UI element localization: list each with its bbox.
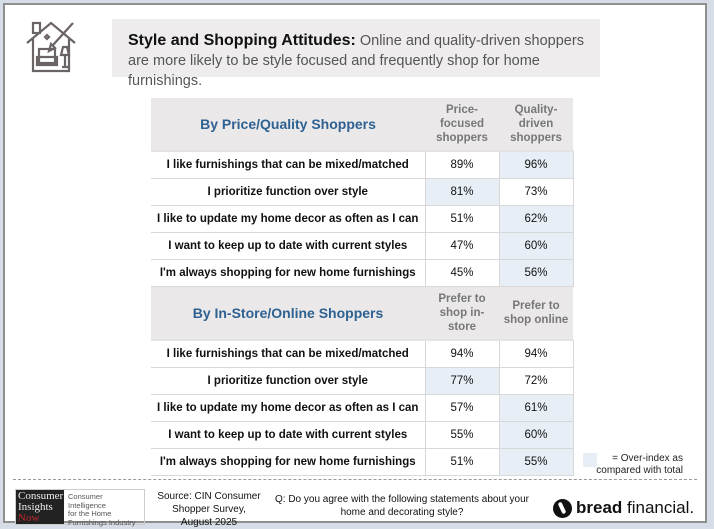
- cin-tagline-line: Consumer Intelligence: [68, 492, 106, 510]
- table-row: I'm always shopping for new home furnish…: [151, 259, 574, 287]
- cin-logo-tagline: Consumer Intelligence for the Home Furni…: [64, 490, 144, 526]
- table-row: I want to keep up to date with current s…: [151, 421, 574, 449]
- section-label: By Price/Quality Shoppers: [151, 98, 425, 151]
- table-row: I like to update my home decor as often …: [151, 394, 574, 422]
- value-cell-highlighted: 62%: [498, 205, 574, 233]
- cin-logo: Consumer Insights Now Consumer Intellige…: [15, 489, 145, 526]
- value-cell: 47%: [424, 232, 500, 260]
- row-label: I want to keep up to date with current s…: [151, 421, 426, 449]
- value-cell: 89%: [424, 150, 500, 179]
- value-cell: 55%: [424, 421, 500, 449]
- section-label: By In-Store/Online Shoppers: [151, 287, 425, 340]
- brand-name-rest: financial.: [622, 498, 695, 517]
- title-banner: Style and Shopping Attitudes: Online and…: [112, 19, 600, 89]
- table-row: I prioritize function over style 81% 73%: [151, 178, 574, 206]
- column-header: Quality-driven shoppers: [499, 98, 573, 151]
- instore-online-table: By In-Store/Online Shoppers Prefer to sh…: [151, 287, 574, 476]
- value-cell: 94%: [498, 339, 574, 368]
- value-cell: 51%: [424, 205, 500, 233]
- table-row: I like furnishings that can be mixed/mat…: [151, 150, 574, 179]
- row-label: I'm always shopping for new home furnish…: [151, 259, 426, 287]
- value-cell-highlighted: 60%: [498, 232, 574, 260]
- legend-text: = Over-index as compared with total: [596, 453, 683, 476]
- survey-question: Q: Do you agree with the following state…: [274, 494, 530, 518]
- cin-logo-line: Insights: [18, 501, 53, 513]
- value-cell: 45%: [424, 259, 500, 287]
- value-cell: 72%: [498, 367, 574, 395]
- row-label: I'm always shopping for new home furnish…: [151, 448, 426, 476]
- row-label: I like to update my home decor as often …: [151, 205, 426, 233]
- legend-swatch: [583, 453, 597, 467]
- table-row: I like to update my home decor as often …: [151, 205, 574, 233]
- footer-divider: [13, 479, 697, 480]
- value-cell: 73%: [498, 178, 574, 206]
- value-cell-highlighted: 60%: [498, 421, 574, 449]
- value-cell: 94%: [424, 339, 500, 368]
- value-cell-highlighted: 81%: [424, 178, 500, 206]
- house-decor-icon: [26, 21, 76, 73]
- source-note: Source: CIN Consumer Shopper Survey, Aug…: [157, 491, 261, 528]
- row-label: I like furnishings that can be mixed/mat…: [151, 150, 426, 179]
- title-subtext: Online and quality-driven shoppers are m…: [128, 33, 584, 89]
- value-cell-highlighted: 61%: [498, 394, 574, 422]
- table-row: I like furnishings that can be mixed/mat…: [151, 339, 574, 368]
- value-cell-highlighted: 56%: [498, 259, 574, 287]
- value-cell-highlighted: 77%: [424, 367, 500, 395]
- price-quality-table: By Price/Quality Shoppers Price-focused …: [151, 98, 574, 287]
- column-header: Price-focused shoppers: [425, 98, 499, 151]
- brand-name-bold: bread: [576, 498, 623, 517]
- value-cell: 51%: [424, 448, 500, 476]
- table-header-row: By Price/Quality Shoppers Price-focused …: [151, 98, 573, 151]
- cin-tagline-line: Furnishings Industry: [68, 517, 136, 527]
- value-cell-highlighted: 96%: [498, 150, 574, 179]
- row-label: I want to keep up to date with current s…: [151, 232, 426, 260]
- table-row: I'm always shopping for new home furnish…: [151, 448, 574, 476]
- slide-frame: Style and Shopping Attitudes: Online and…: [3, 3, 707, 528]
- title-heading: Style and Shopping Attitudes:: [128, 32, 356, 49]
- bread-logo-icon: [553, 498, 572, 518]
- bread-financial-logo: bread financial.: [553, 498, 694, 518]
- cin-logo-line: Consumer: [18, 490, 64, 502]
- row-label: I prioritize function over style: [151, 367, 426, 395]
- cin-tagline-line: for the Home: [68, 509, 112, 518]
- table-row: I want to keep up to date with current s…: [151, 232, 574, 260]
- row-label: I like to update my home decor as often …: [151, 394, 426, 422]
- column-header: Prefer to shop in-store: [425, 287, 499, 340]
- row-label: I prioritize function over style: [151, 178, 426, 206]
- cin-logo-mark: Consumer Insights Now: [16, 490, 64, 524]
- column-header: Prefer to shop online: [499, 287, 573, 340]
- value-cell-highlighted: 55%: [498, 448, 574, 476]
- table-header-row: By In-Store/Online Shoppers Prefer to sh…: [151, 287, 573, 340]
- table-row: I prioritize function over style 77% 72%: [151, 367, 574, 395]
- value-cell: 57%: [424, 394, 500, 422]
- cin-logo-line: Now: [18, 512, 40, 524]
- row-label: I like furnishings that can be mixed/mat…: [151, 339, 426, 368]
